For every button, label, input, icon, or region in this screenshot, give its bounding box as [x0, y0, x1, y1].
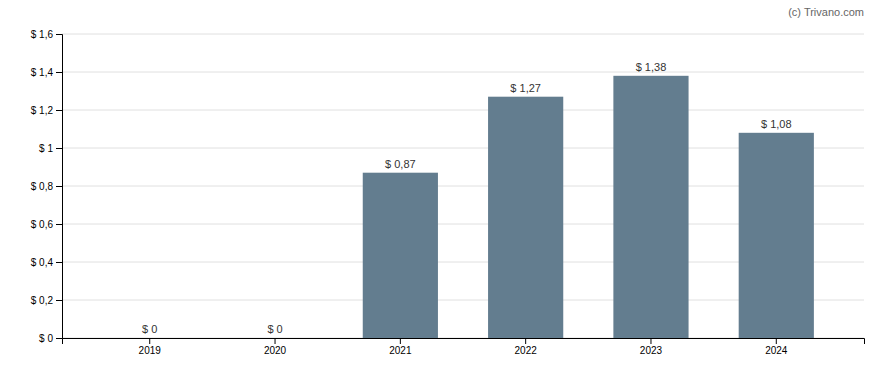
- y-tick-label: $ 1,6: [31, 29, 54, 40]
- bar: [488, 97, 563, 338]
- x-tick-label: 2021: [389, 345, 412, 356]
- y-tick: $ 0,4: [31, 257, 62, 268]
- grid: [62, 34, 864, 338]
- x-tick-mark: [149, 338, 150, 344]
- y-tick: $ 1,6: [31, 29, 62, 40]
- y-tick: $ 1,4: [31, 67, 62, 78]
- annotation: (c) Trivano.com: [788, 6, 864, 18]
- x-tick: 2024: [765, 338, 788, 356]
- x-tick: 2020: [264, 338, 287, 356]
- y-tick: $ 1,2: [31, 105, 62, 116]
- y-tick: $ 1: [39, 143, 62, 154]
- x-tick-label: 2023: [640, 345, 663, 356]
- y-tick-mark: [56, 34, 62, 35]
- bar: [363, 173, 438, 338]
- data-labels: $ 0 $ 0 $ 0,87 $ 1,27 $ 1,38 $ 1,08: [142, 61, 792, 335]
- x-tick: 2022: [515, 338, 538, 356]
- y-tick: $ 0: [39, 333, 62, 344]
- plot: $ 0 $ 0,2 $ 0,4 $ 0,6 $ 0,8 $ 1 $ 1,2 $ 1,4 $ 1,…: [31, 29, 865, 356]
- y-tick-mark: [56, 186, 62, 187]
- x-tick-label: 2024: [765, 345, 788, 356]
- data-label: $ 0: [142, 323, 157, 335]
- x-axis-line: [63, 339, 865, 345]
- y-tick-label: $ 1: [39, 143, 53, 154]
- y-tick-mark: [56, 338, 62, 339]
- data-label: $ 0: [267, 323, 282, 335]
- bars: [363, 76, 814, 338]
- x-tick-label: 2022: [515, 345, 538, 356]
- y-tick-mark: [56, 224, 62, 225]
- x-tick-label: 2019: [139, 345, 162, 356]
- bar: [237, 338, 312, 339]
- x-tick-mark: [525, 338, 526, 344]
- y-tick: $ 0,2: [31, 295, 62, 306]
- x-tick: 2023: [640, 338, 663, 356]
- y-tick-mark: [56, 262, 62, 263]
- data-label: $ 1,27: [510, 82, 541, 94]
- bar: [739, 133, 814, 338]
- y-tick-label: $ 0,2: [31, 295, 54, 306]
- y-tick: $ 0,8: [31, 181, 62, 192]
- bar: [112, 338, 187, 339]
- y-tick-mark: [56, 300, 62, 301]
- y-axis: $ 0 $ 0,2 $ 0,4 $ 0,6 $ 0,8 $ 1 $ 1,2 $ 1,4 $ 1,…: [31, 29, 63, 344]
- y-tick: $ 0,6: [31, 219, 62, 230]
- x-tick: 2021: [389, 338, 412, 356]
- grid-line: [62, 110, 864, 111]
- y-tick-label: $ 1,2: [31, 105, 54, 116]
- x-tick-mark: [275, 338, 276, 344]
- x-tick-mark: [650, 338, 651, 344]
- y-tick-mark: [56, 72, 62, 73]
- grid-line: [62, 34, 864, 35]
- x-tick: 2019: [139, 338, 162, 356]
- x-tick-mark: [400, 338, 401, 344]
- y-tick-mark: [56, 110, 62, 111]
- y-tick-label: $ 0,6: [31, 219, 54, 230]
- x-tick-mark: [776, 338, 777, 344]
- bar: [613, 76, 688, 338]
- grid-line: [62, 72, 864, 73]
- chart: $ 0 $ 0,2 $ 0,4 $ 0,6 $ 0,8 $ 1 $ 1,2 $ 1,4 $ 1,…: [0, 0, 888, 370]
- y-tick-mark: [56, 148, 62, 149]
- x-tick-label: 2020: [264, 345, 287, 356]
- data-label: $ 0,87: [385, 158, 416, 170]
- x-axis: 2019 2020 2021 2022 2023 2024: [63, 338, 865, 356]
- data-label: $ 1,08: [761, 118, 792, 130]
- y-tick-label: $ 0: [39, 333, 53, 344]
- y-tick-label: $ 1,4: [31, 67, 54, 78]
- y-tick-label: $ 0,8: [31, 181, 54, 192]
- data-label: $ 1,38: [636, 61, 667, 73]
- y-axis-line: [56, 35, 63, 339]
- y-tick-label: $ 0,4: [31, 257, 54, 268]
